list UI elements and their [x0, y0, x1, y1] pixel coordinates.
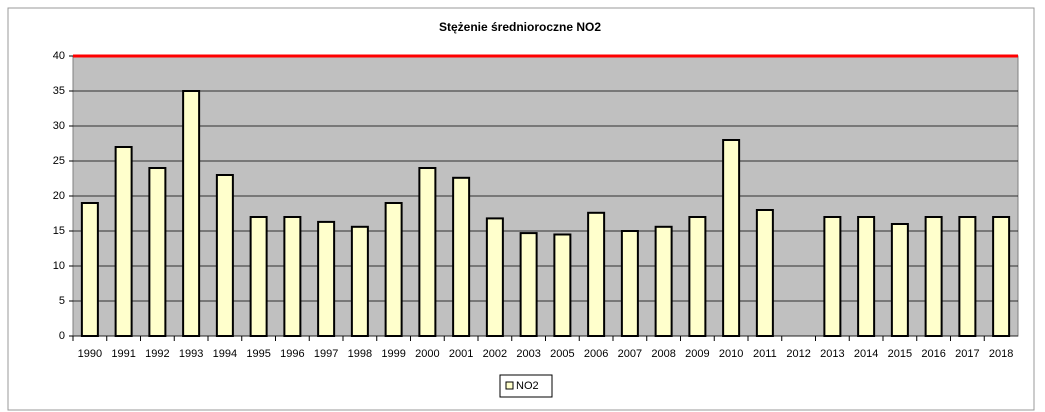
x-tick-label: 2010	[719, 348, 743, 360]
bar	[857, 216, 876, 337]
bar	[418, 167, 437, 337]
x-tick-label: 2002	[483, 348, 507, 360]
x-tick-label: 2016	[921, 348, 945, 360]
chart-title: Stężenie średnioroczne NO2	[439, 20, 601, 34]
x-tick-label: 1994	[213, 348, 237, 360]
x-tick-label: 2003	[516, 348, 540, 360]
legend-label: NO2	[516, 380, 539, 392]
x-tick-label: 2000	[415, 348, 439, 360]
x-tick-label: 1990	[78, 348, 102, 360]
bar	[823, 216, 842, 337]
y-tick-label: 5	[59, 295, 65, 307]
x-tick-label: 2014	[854, 348, 878, 360]
bar	[283, 216, 302, 337]
bar	[924, 216, 943, 337]
bar	[688, 216, 707, 337]
y-tick-label: 10	[53, 260, 65, 272]
x-tick-label: 2006	[584, 348, 608, 360]
x-tick-label: 1992	[145, 348, 169, 360]
y-tick-label: 15	[53, 225, 65, 237]
legend-box	[499, 374, 553, 398]
bar	[384, 202, 403, 337]
x-tick-label: 2007	[618, 348, 642, 360]
x-tick-label: 2012	[786, 348, 810, 360]
y-tick-label: 0	[59, 330, 65, 342]
bar	[452, 176, 471, 337]
x-tick-label: 2005	[550, 348, 574, 360]
x-tick-label: 1999	[381, 348, 405, 360]
x-tick-label: 2009	[685, 348, 709, 360]
bar	[890, 223, 909, 337]
y-tick-label: 25	[53, 155, 65, 167]
bar	[114, 146, 133, 337]
bar	[485, 217, 504, 337]
x-tick-label: 2017	[955, 348, 979, 360]
bar	[350, 225, 369, 337]
x-tick-label: 2015	[888, 348, 912, 360]
x-tick-label: 2018	[989, 348, 1013, 360]
y-tick-label: 40	[53, 50, 65, 62]
x-tick-label: 1991	[111, 348, 135, 360]
bar	[992, 216, 1011, 337]
x-tick-label: 1997	[314, 348, 338, 360]
y-tick-label: 35	[53, 85, 65, 97]
legend-swatch	[505, 381, 514, 390]
bar	[215, 174, 234, 337]
bar	[587, 211, 606, 337]
x-tick-label: 1993	[179, 348, 203, 360]
bar	[148, 167, 167, 337]
bar	[620, 230, 639, 337]
x-tick-label: 1996	[280, 348, 304, 360]
bar	[958, 216, 977, 337]
bar	[722, 139, 741, 337]
bar	[182, 90, 201, 337]
bar	[317, 220, 336, 337]
x-tick-label: 1995	[246, 348, 270, 360]
bar	[80, 202, 99, 337]
bar	[553, 233, 572, 337]
y-tick-label: 20	[53, 190, 65, 202]
x-tick-label: 1998	[348, 348, 372, 360]
y-tick-label: 30	[53, 120, 65, 132]
bar	[519, 232, 538, 338]
bar	[249, 216, 268, 337]
x-tick-label: 2011	[753, 348, 777, 360]
x-tick-label: 2008	[651, 348, 675, 360]
x-tick-label: 2001	[449, 348, 473, 360]
x-tick-label: 2013	[820, 348, 844, 360]
bar	[654, 225, 673, 337]
bar	[755, 209, 774, 337]
